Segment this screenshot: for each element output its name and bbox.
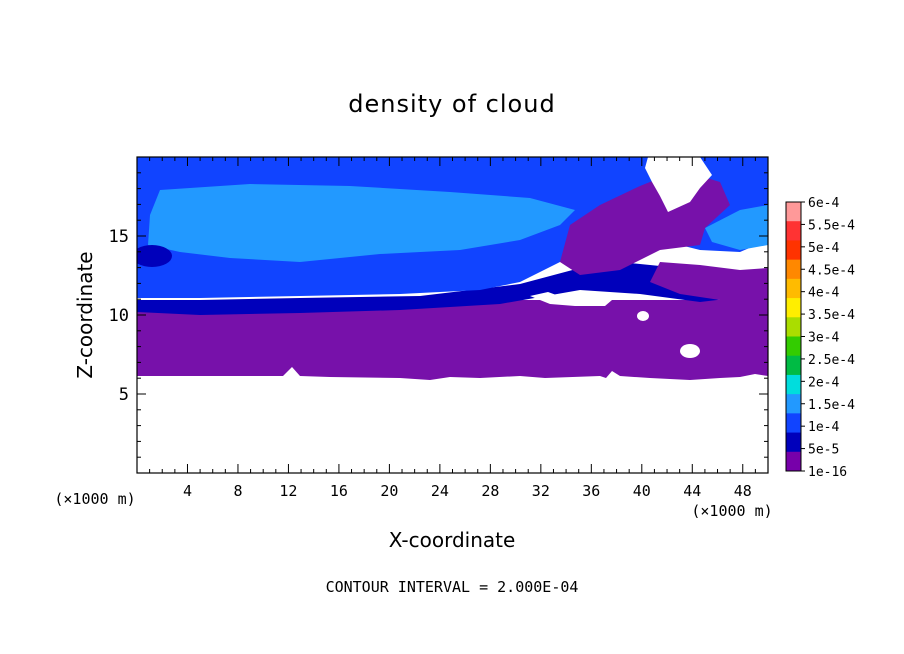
- x-unit-right: (×1000 m): [691, 502, 772, 520]
- colorbar-label-6: 3e-4: [808, 331, 839, 346]
- x-tick-label-1: 8: [233, 482, 242, 500]
- x-axis: 4 8 12 16 20 24 28 32 36 40 44 48: [149, 157, 756, 500]
- colorbar-swatch-4: [786, 278, 801, 299]
- colorbar-swatch-11: [786, 413, 801, 434]
- x-tick-label-2: 12: [279, 482, 297, 500]
- contour-interval: CONTOUR INTERVAL = 2.000E-04: [326, 578, 579, 596]
- y-axis: 5 10 15: [109, 172, 768, 458]
- x-tick-label-5: 24: [431, 482, 449, 500]
- y-tick-label-1: 10: [109, 306, 129, 326]
- colorbar-swatch-9: [786, 374, 801, 395]
- x-tick-label-0: 4: [183, 482, 192, 500]
- colorbar-swatch-6: [786, 317, 801, 337]
- colorbar: 6e-4 5.5e-4 5e-4 4.5e-4 4e-4 3.5e-4 3e-4 2.5e-4…: [785, 196, 855, 480]
- colorbar-label-7: 2.5e-4: [808, 353, 855, 368]
- colorbar-swatch-8: [786, 355, 801, 376]
- field-low-cloud: [137, 300, 768, 380]
- y-axis-label: Z-coordinate: [73, 251, 97, 378]
- x-unit-left: (×1000 m): [54, 490, 135, 508]
- colorbar-swatch-0: [786, 202, 801, 222]
- x-axis-label: X-coordinate: [389, 528, 516, 552]
- chart-title: density of cloud: [348, 90, 555, 118]
- cloud-density-field: [137, 157, 768, 473]
- colorbar-label-8: 2e-4: [808, 375, 839, 390]
- x-tick-label-4: 20: [380, 482, 398, 500]
- colorbar-label-12: 1e-16: [808, 465, 847, 480]
- colorbar-label-3: 4.5e-4: [808, 263, 855, 278]
- colorbar-swatch-3: [786, 259, 801, 280]
- x-tick-label-9: 40: [633, 482, 651, 500]
- y-tick-label-0: 5: [119, 385, 129, 405]
- colorbar-swatch-1: [786, 221, 801, 241]
- colorbar-label-2: 5e-4: [808, 241, 839, 256]
- colorbar-label-11: 5e-5: [808, 443, 839, 458]
- x-tick-label-6: 28: [481, 482, 499, 500]
- field-purple-intrusion-low: [650, 262, 768, 300]
- field-gap-top: [645, 157, 712, 212]
- colorbar-label-5: 3.5e-4: [808, 308, 855, 323]
- colorbar-label-1: 5.5e-4: [808, 218, 855, 233]
- field-gap-dot: [637, 311, 649, 321]
- colorbar-swatch-5: [786, 298, 801, 318]
- field-left-blob: [137, 245, 172, 267]
- field-upper-cloud-right: [705, 205, 768, 250]
- x-tick-label-10: 44: [683, 482, 701, 500]
- colorbar-label-10: 1e-4: [808, 420, 839, 435]
- colorbar-label-0: 6e-4: [808, 196, 839, 211]
- colorbar-swatch-2: [786, 240, 801, 261]
- colorbar-label-4: 4e-4: [808, 286, 839, 301]
- field-upper-cloud: [148, 184, 575, 262]
- y-tick-label-2: 15: [109, 227, 129, 247]
- x-tick-label-11: 48: [734, 482, 752, 500]
- field-gap-small: [680, 344, 700, 358]
- x-tick-label-3: 16: [330, 482, 348, 500]
- colorbar-swatch-12: [786, 432, 801, 453]
- colorbar-label-9: 1.5e-4: [808, 398, 855, 413]
- colorbar-swatch-10: [786, 394, 801, 414]
- field-gap-mid: [530, 292, 612, 306]
- x-tick-label-8: 36: [582, 482, 600, 500]
- colorbar-swatch-7: [786, 336, 801, 357]
- colorbar-swatch-13: [786, 451, 801, 472]
- field-cloud-base: [137, 262, 768, 315]
- x-tick-label-7: 32: [532, 482, 550, 500]
